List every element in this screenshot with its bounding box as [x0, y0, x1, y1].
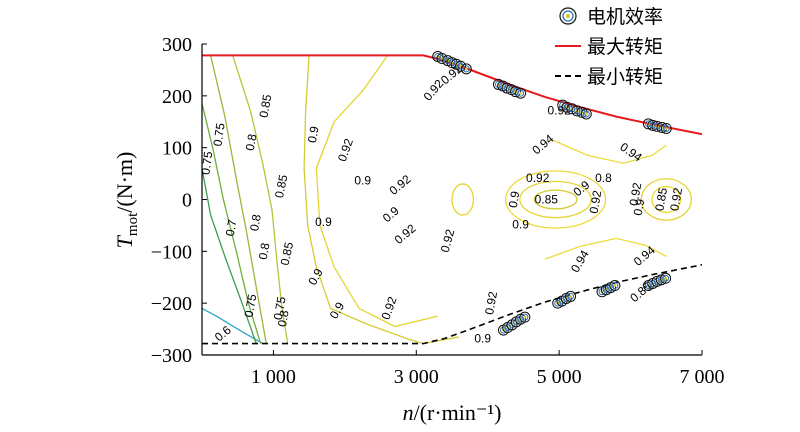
contour-label-2: 0.8 — [243, 133, 260, 152]
contour-label-9: 0.8 — [247, 213, 264, 232]
efficiency-contour-3 — [209, 55, 267, 344]
contour-label-32: 0.94 — [529, 131, 556, 157]
operating-point-23 — [660, 122, 672, 134]
efficiency-contour-2 — [202, 103, 262, 344]
efficiency-contour-8 — [544, 237, 667, 260]
contour-label-35: 0.94 — [631, 243, 658, 269]
contour-label-40: 0.9 — [474, 332, 491, 346]
contour-label-1: 0.75 — [211, 122, 228, 147]
y-tick-label-0: 300 — [162, 34, 192, 56]
legend-label-2: 最小转矩 — [587, 66, 663, 88]
operating-point-6 — [460, 63, 472, 75]
y-tick-label-5: −200 — [151, 293, 192, 315]
contour-label-12: 0.85 — [278, 241, 297, 267]
x-tick-label-2: 5 000 — [537, 366, 582, 388]
efficiency-island-3 — [451, 183, 475, 216]
contour-label-28: 0.85 — [535, 193, 559, 207]
contour-label-26: 0.92 — [526, 171, 550, 185]
contour-label-31: 0.9 — [512, 218, 529, 232]
contour-label-10: 0.7 — [223, 218, 240, 237]
contour-label-25: 0.92 — [482, 290, 500, 316]
contour-label-17: 0.75 — [271, 295, 289, 321]
contour-label-4: 0.85 — [272, 173, 291, 199]
x-axis-title: n/(r·min⁻¹) — [403, 400, 502, 425]
contour-label-34: 0.94 — [568, 247, 592, 275]
operating-point-33 — [565, 290, 577, 302]
contour-label-14: 0.9 — [327, 299, 348, 321]
efficiency-contour-7 — [551, 139, 667, 164]
operating-point-42 — [660, 272, 672, 284]
contour-label-36: 0.92 — [627, 181, 645, 207]
x-tick-label-1: 3 000 — [394, 366, 439, 388]
contour-label-11: 0.8 — [256, 241, 273, 260]
contour-label-29: 0.9 — [506, 190, 523, 209]
x-tick-label-0: 1 000 — [251, 366, 296, 388]
max-torque-line — [202, 54, 702, 136]
efficiency-contour-6 — [315, 55, 438, 328]
contour-label-8: 0.9 — [315, 215, 332, 229]
contour-label-15: 0.92 — [378, 294, 399, 321]
y-tick-label-2: 100 — [162, 138, 192, 160]
efficiency-island-2 — [504, 170, 607, 229]
contour-label-18: 0.8 — [275, 309, 292, 328]
contour-label-22: 0.9 — [380, 203, 402, 225]
x-tick-label-3: 7 000 — [680, 366, 725, 388]
operating-point-29 — [519, 311, 531, 323]
contour-label-5: 0.9 — [305, 125, 322, 144]
contour-label-41: 0.8 — [595, 171, 612, 185]
efficiency-island-5 — [651, 185, 682, 214]
min-torque-line — [202, 264, 702, 345]
legend-marker-efficiency — [559, 7, 577, 25]
contour-label-16: 0.75 — [242, 293, 260, 319]
contour-label-3: 0.75 — [198, 150, 215, 175]
y-tick-label-4: −100 — [151, 241, 192, 263]
y-tick-label-6: −300 — [151, 345, 192, 367]
operating-point-37 — [609, 280, 621, 292]
contour-label-6: 0.92 — [335, 136, 356, 163]
legend-label-1: 最大转矩 — [587, 36, 663, 58]
y-tick-label-3: 0 — [182, 190, 192, 212]
efficiency-contour-5 — [303, 55, 460, 345]
y-tick-label-1: 200 — [162, 86, 192, 108]
operating-point-18 — [580, 108, 592, 120]
efficiency-island-4 — [640, 178, 692, 221]
contour-label-0: 0.85 — [257, 93, 275, 119]
contour-label-39: 0.92 — [667, 186, 685, 212]
operating-point-12 — [515, 87, 527, 99]
contour-label-19: 0.6 — [212, 323, 234, 345]
legend-label-0: 电机效率 — [587, 6, 663, 28]
efficiency-contour-0 — [202, 307, 264, 345]
y-axis-title: Tmot/(N·m) — [112, 152, 141, 249]
efficiency-contour-4 — [232, 55, 289, 344]
contour-label-30: 0.92 — [587, 189, 605, 215]
contour-label-37: 0.9 — [631, 197, 648, 216]
contour-label-7: 0.9 — [354, 174, 371, 188]
contour-label-38: 0.85 — [652, 186, 670, 212]
efficiency-contour-1 — [202, 168, 257, 344]
contour-label-24: 0.92 — [438, 227, 458, 253]
efficiency-island-1 — [519, 180, 592, 219]
efficiency-island-0 — [533, 189, 578, 210]
contour-label-21: 0.92 — [387, 172, 414, 198]
contour-label-23: 0.92 — [392, 221, 419, 247]
